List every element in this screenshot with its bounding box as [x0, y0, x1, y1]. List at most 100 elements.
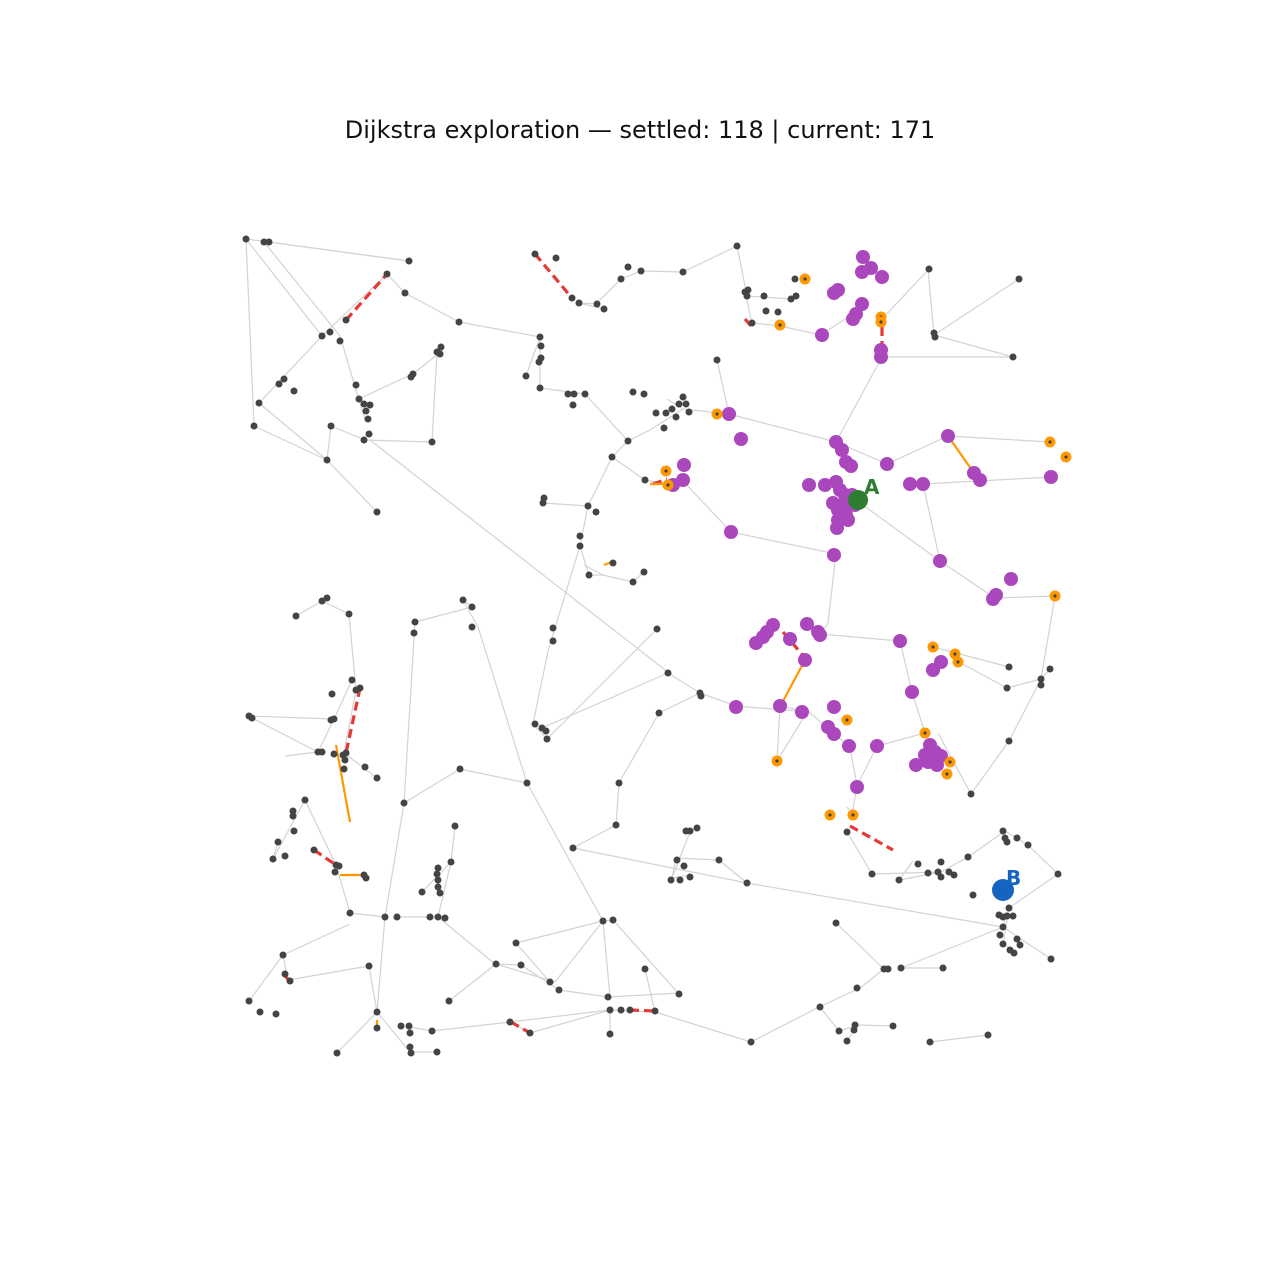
graph-node — [675, 400, 683, 408]
graph-edge — [343, 752, 378, 779]
graph-edge — [933, 278, 1020, 336]
graph-node — [456, 765, 464, 773]
graph-edge — [602, 920, 611, 998]
graph-edge — [940, 856, 969, 873]
graph-node — [537, 342, 545, 350]
graph-edge — [437, 916, 496, 965]
graph-node — [655, 709, 663, 717]
graph-node — [969, 891, 977, 899]
graph-edge — [667, 672, 701, 694]
graph-edge — [245, 238, 255, 427]
graph-edge — [779, 325, 822, 336]
graph-node — [1037, 675, 1045, 683]
graph-edge — [886, 435, 949, 465]
graph-node — [381, 913, 389, 921]
current-edge — [510, 1020, 531, 1035]
graph-edge — [682, 480, 732, 533]
graph-node — [373, 1024, 381, 1032]
settled-node — [749, 636, 763, 650]
graph-edge — [911, 691, 926, 734]
graph-edge — [611, 440, 629, 458]
settled-node — [870, 739, 884, 753]
graph-edge — [654, 1011, 752, 1043]
graph-node — [336, 337, 344, 345]
graph-node — [426, 913, 434, 921]
settled-node — [773, 699, 787, 713]
graph-node — [400, 799, 408, 807]
graph-node — [748, 319, 756, 327]
graph-edge — [539, 387, 586, 395]
graph-node — [743, 879, 751, 887]
frontier-node-core — [778, 323, 782, 327]
graph-node — [686, 873, 694, 881]
graph-node — [248, 714, 256, 722]
graph-node — [536, 384, 544, 392]
graph-edge — [515, 920, 604, 944]
graph-edge — [459, 768, 528, 784]
graph-node — [445, 997, 453, 1005]
settled-node — [856, 250, 870, 264]
graph-node — [1054, 870, 1062, 878]
current-edge — [533, 252, 574, 300]
current-edge — [629, 1008, 656, 1013]
graph-edge — [827, 553, 837, 624]
graph-node — [289, 807, 297, 815]
graph-node — [428, 1027, 436, 1035]
settled-node — [798, 653, 812, 667]
graph-node — [542, 727, 550, 735]
graph-edge — [247, 715, 335, 720]
graph-node — [318, 332, 326, 340]
graph-edge — [927, 268, 935, 336]
graph-node — [792, 292, 800, 300]
frontier-nodes-layer — [660, 273, 1072, 821]
frontier-node-core — [956, 660, 960, 664]
graph-node — [326, 328, 334, 336]
graph-node — [256, 1008, 264, 1016]
start-label: A — [864, 475, 880, 499]
graph-node — [342, 316, 350, 324]
frontier-edge — [947, 435, 975, 474]
graph-edge — [736, 245, 748, 297]
graph-edge — [321, 600, 350, 615]
graph-node — [672, 413, 680, 421]
graph-node — [406, 1043, 414, 1051]
graph-edge — [258, 402, 328, 461]
graph-node — [265, 238, 273, 246]
frontier-node-core — [948, 760, 952, 764]
graph-node — [255, 399, 263, 407]
graph-node — [365, 962, 373, 970]
graph-edge — [272, 799, 306, 860]
graph-node — [546, 978, 554, 986]
graph-node — [853, 984, 861, 992]
graph-node — [996, 931, 1004, 939]
graph-edge — [750, 1006, 820, 1043]
graph-node — [410, 629, 418, 637]
current-edge — [344, 687, 362, 754]
graph-edge — [899, 640, 913, 693]
graph-node — [362, 407, 370, 415]
graph-edge — [819, 1006, 840, 1032]
graph-edge — [248, 954, 284, 1002]
graph-node — [937, 858, 945, 866]
graph-node — [428, 438, 436, 446]
graph-node — [747, 1038, 755, 1046]
graph-node — [585, 571, 593, 579]
graph-node — [328, 690, 336, 698]
graph-edge — [403, 768, 461, 804]
graph-node — [356, 684, 364, 692]
graph-node — [281, 852, 289, 860]
graph-edge — [572, 847, 748, 884]
graph-edge — [376, 916, 386, 1013]
graph-node — [433, 870, 441, 878]
frontier-node-core — [775, 759, 779, 763]
graph-edge — [970, 740, 1010, 795]
graph-node — [564, 390, 572, 398]
graph-node — [617, 275, 625, 283]
graph-node — [937, 873, 945, 881]
frontier-node-core — [803, 277, 807, 281]
graph-node — [569, 401, 577, 409]
graph-node — [355, 395, 363, 403]
graph-node — [1015, 275, 1023, 283]
graph-node — [568, 294, 576, 302]
graph-edge — [547, 545, 581, 652]
